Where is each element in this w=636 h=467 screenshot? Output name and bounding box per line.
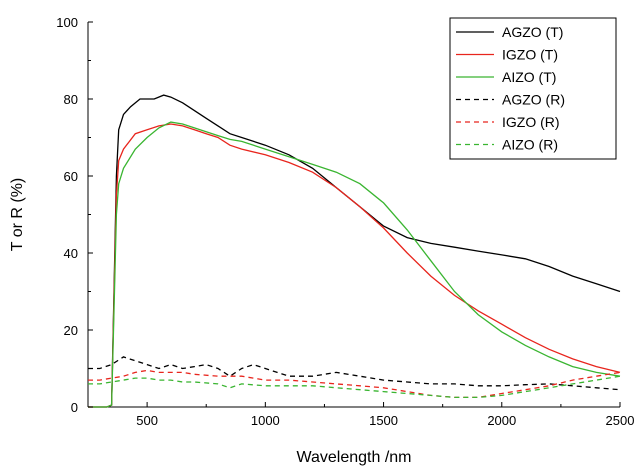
- x-tick-label: 2000: [487, 413, 516, 428]
- y-axis-ticks: 0 20 40 60 80 100: [56, 15, 93, 415]
- y-tick-label: 40: [64, 246, 78, 261]
- series-lines: [88, 94, 621, 408]
- x-axis-label: Wavelength /nm: [296, 449, 411, 466]
- x-tick-label: 2500: [606, 413, 635, 428]
- series-line-igzo-r: [88, 369, 621, 399]
- x-tick-label: 1500: [369, 413, 398, 428]
- legend: AGZO (T) IGZO (T) AIZO (T) AGZO (R) IGZO (R)…: [449, 17, 617, 160]
- y-axis-label: T or R (%): [9, 178, 26, 251]
- legend-label: AIZO (R): [502, 137, 558, 153]
- legend-box: [449, 17, 617, 160]
- y-tick-label: 80: [64, 92, 78, 107]
- x-tick-label: 500: [136, 413, 158, 428]
- series-line-aizo-r: [88, 375, 621, 399]
- series-line-igzo-t: [88, 123, 621, 408]
- legend-label: AGZO (R): [502, 92, 565, 108]
- legend-label: IGZO (T): [502, 47, 558, 63]
- x-tick-label: 1000: [251, 413, 280, 428]
- legend-label: AGZO (T): [502, 24, 563, 40]
- series-line-agzo-t: [88, 94, 621, 408]
- series-line-agzo-r: [88, 356, 621, 391]
- legend-label: IGZO (R): [502, 114, 560, 130]
- y-tick-label: 20: [64, 323, 78, 338]
- y-tick-label: 100: [56, 15, 78, 30]
- legend-label: AIZO (T): [502, 69, 556, 85]
- series-line-aizo-t: [88, 121, 621, 408]
- x-axis-ticks: 500 1000 1500 2000 2500: [87, 402, 635, 428]
- y-tick-label: 0: [71, 400, 78, 415]
- y-tick-label: 60: [64, 169, 78, 184]
